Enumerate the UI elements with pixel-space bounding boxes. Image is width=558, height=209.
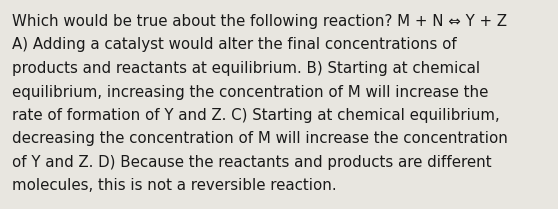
Text: A) Adding a catalyst would alter the final concentrations of: A) Adding a catalyst would alter the fin… — [12, 37, 457, 52]
Text: decreasing the concentration of M will increase the concentration: decreasing the concentration of M will i… — [12, 131, 508, 147]
Text: molecules, this is not a reversible reaction.: molecules, this is not a reversible reac… — [12, 178, 336, 194]
Text: rate of formation of Y and Z. C) Starting at chemical equilibrium,: rate of formation of Y and Z. C) Startin… — [12, 108, 500, 123]
Text: of Y and Z. D) Because the reactants and products are different: of Y and Z. D) Because the reactants and… — [12, 155, 492, 170]
Text: products and reactants at equilibrium. B) Starting at chemical: products and reactants at equilibrium. B… — [12, 61, 480, 76]
Text: equilibrium, increasing the concentration of M will increase the: equilibrium, increasing the concentratio… — [12, 84, 488, 99]
Text: Which would be true about the following reaction? M + N ⇔ Y + Z: Which would be true about the following … — [12, 14, 507, 29]
